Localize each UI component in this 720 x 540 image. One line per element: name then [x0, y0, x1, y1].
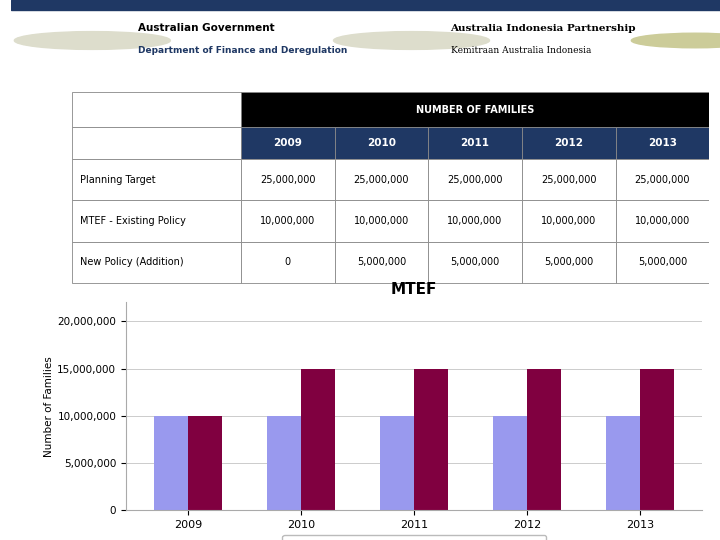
Bar: [428, 159, 522, 200]
Text: 25,000,000: 25,000,000: [634, 174, 690, 185]
Bar: [606, 416, 640, 510]
Bar: [188, 416, 222, 510]
Bar: [241, 242, 335, 283]
Bar: [335, 200, 428, 242]
Bar: [72, 200, 241, 242]
Text: 25,000,000: 25,000,000: [260, 174, 315, 185]
Circle shape: [631, 33, 720, 48]
Text: 2013: 2013: [648, 138, 677, 148]
Bar: [72, 242, 241, 283]
Text: 10,000,000: 10,000,000: [260, 216, 315, 226]
Text: 2011: 2011: [461, 138, 490, 148]
Text: 10,000,000: 10,000,000: [541, 216, 596, 226]
Bar: [522, 242, 616, 283]
Bar: [616, 200, 709, 242]
Bar: [241, 127, 335, 159]
Text: 25,000,000: 25,000,000: [447, 174, 503, 185]
Bar: [241, 200, 335, 242]
Text: MTEF - Existing Policy: MTEF - Existing Policy: [80, 216, 186, 226]
Bar: [616, 242, 709, 283]
Text: New Policy (Addition): New Policy (Addition): [80, 258, 184, 267]
Bar: [380, 416, 414, 510]
Y-axis label: Number of Families: Number of Families: [45, 356, 55, 457]
Bar: [72, 159, 241, 200]
Bar: [522, 159, 616, 200]
Bar: [335, 159, 428, 200]
Legend: MTEF - Existing Policy, Revised MTEF: MTEF - Existing Policy, Revised MTEF: [282, 535, 546, 540]
Text: Department of Finance and Deregulation: Department of Finance and Deregulation: [138, 46, 348, 55]
Bar: [241, 92, 709, 127]
Bar: [154, 416, 188, 510]
Bar: [428, 200, 522, 242]
Bar: [335, 242, 428, 283]
Bar: [522, 200, 616, 242]
Bar: [493, 416, 527, 510]
Text: 5,000,000: 5,000,000: [638, 258, 687, 267]
Bar: [428, 127, 522, 159]
Bar: [301, 368, 335, 510]
Text: 5,000,000: 5,000,000: [451, 258, 500, 267]
Bar: [616, 159, 709, 200]
Bar: [640, 368, 674, 510]
Bar: [414, 368, 448, 510]
Bar: [72, 92, 241, 127]
Text: Australia Indonesia Partnership: Australia Indonesia Partnership: [451, 24, 636, 33]
Bar: [527, 368, 561, 510]
Text: 5,000,000: 5,000,000: [356, 258, 406, 267]
Title: MTEF: MTEF: [391, 282, 437, 297]
Text: 2009: 2009: [274, 138, 302, 148]
Text: 10,000,000: 10,000,000: [635, 216, 690, 226]
Text: 2010: 2010: [367, 138, 396, 148]
Text: 0: 0: [284, 258, 291, 267]
Text: NUMBER OF FAMILIES: NUMBER OF FAMILIES: [416, 105, 534, 114]
Text: 25,000,000: 25,000,000: [354, 174, 409, 185]
Bar: [267, 416, 301, 510]
Text: 25,000,000: 25,000,000: [541, 174, 596, 185]
Bar: [522, 127, 616, 159]
Bar: [72, 127, 241, 159]
Text: 10,000,000: 10,000,000: [447, 216, 503, 226]
Text: 10,000,000: 10,000,000: [354, 216, 409, 226]
Bar: [428, 242, 522, 283]
Text: 5,000,000: 5,000,000: [544, 258, 593, 267]
Bar: [11, 0, 720, 10]
Bar: [616, 127, 709, 159]
Bar: [241, 159, 335, 200]
Text: Kemitraan Australia Indonesia: Kemitraan Australia Indonesia: [451, 46, 591, 55]
Bar: [335, 127, 428, 159]
Circle shape: [333, 31, 490, 50]
Text: Australian Government: Australian Government: [138, 23, 275, 33]
Circle shape: [14, 31, 171, 50]
Text: Planning Target: Planning Target: [80, 174, 156, 185]
Text: 2012: 2012: [554, 138, 583, 148]
